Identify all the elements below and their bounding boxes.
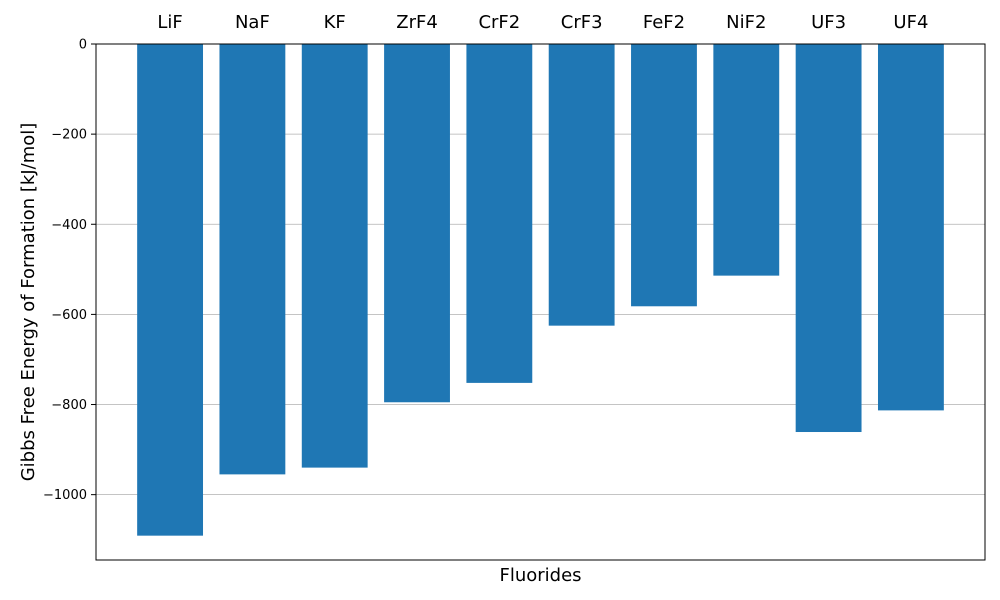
bars [137, 44, 944, 536]
bar-nif2 [713, 44, 780, 276]
bar-uf3 [795, 44, 862, 433]
category-label: CrF3 [561, 12, 603, 33]
y-tick-label: −1000 [43, 488, 87, 503]
category-label: ZrF4 [396, 12, 438, 33]
bar-uf4 [877, 44, 944, 411]
category-label: NaF [235, 12, 270, 33]
bar-lif [137, 44, 204, 536]
bar-kf [301, 44, 368, 468]
y-tick-label: −400 [51, 218, 87, 233]
category-label: NiF2 [726, 12, 766, 33]
y-tick-label: −800 [51, 398, 87, 413]
y-axis-ticks: 0 −200 −400 −600 −800 −1000 [43, 38, 96, 503]
y-tick-label: −600 [51, 308, 87, 323]
bar-crf2 [466, 44, 533, 383]
y-tick-label: 0 [79, 38, 87, 53]
category-label: LiF [157, 12, 182, 33]
x-axis-title: Fluorides [499, 565, 581, 586]
y-axis-title: Gibbs Free Energy of Formation [kJ/mol] [18, 123, 39, 482]
plot-area-frame [95, 43, 986, 561]
bar-naf [219, 44, 286, 475]
category-label: UF3 [811, 12, 846, 33]
bar-zrf4 [384, 44, 450, 403]
category-labels: LiF NaF KF ZrF4 CrF2 CrF3 FeF2 NiF2 UF3 UF4 [157, 12, 928, 33]
category-label: FeF2 [643, 12, 685, 33]
category-label: UF4 [893, 12, 928, 33]
bar-fef2 [631, 44, 697, 307]
y-tick-label: −200 [51, 128, 87, 143]
category-label: CrF2 [478, 12, 520, 33]
bar-crf3 [548, 44, 615, 326]
category-label: KF [324, 12, 346, 33]
